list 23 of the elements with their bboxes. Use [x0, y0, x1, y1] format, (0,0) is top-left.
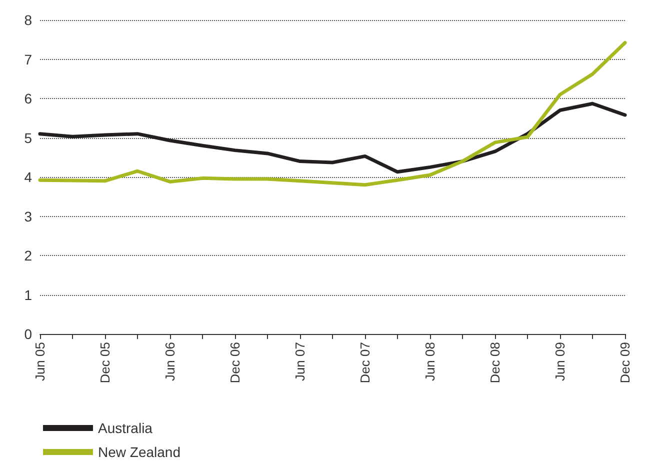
x-tick-label: Jun 08: [422, 342, 438, 382]
y-tick-label: 5: [24, 130, 32, 146]
y-tick-label: 4: [24, 169, 32, 185]
y-tick-label: 2: [24, 248, 32, 264]
x-tick-label: Jun 06: [162, 342, 178, 382]
legend-label: Australia: [98, 420, 153, 436]
x-tick-label: Dec 07: [358, 342, 372, 384]
x-tick-label: Jun 05: [32, 342, 48, 382]
y-tick-label: 3: [24, 208, 32, 224]
x-tick-label: Dec 06: [228, 342, 242, 384]
legend-label: New Zealand: [98, 444, 180, 460]
line-series: [38, 102, 627, 174]
y-tick-label: 6: [24, 90, 32, 106]
x-tick-label: Dec 08: [488, 342, 502, 384]
x-tick-label: Dec 05: [98, 342, 112, 384]
x-tick-label: Jun 09: [552, 342, 568, 382]
y-tick-label: 0: [24, 326, 32, 342]
y-tick-label: 1: [24, 286, 32, 303]
x-tick-label: Dec 09: [618, 342, 632, 384]
x-tick-label: Jun 07: [292, 342, 308, 382]
line-series: [38, 41, 627, 187]
y-tick-label: 7: [24, 51, 32, 68]
y-tick-label: 8: [24, 12, 32, 28]
